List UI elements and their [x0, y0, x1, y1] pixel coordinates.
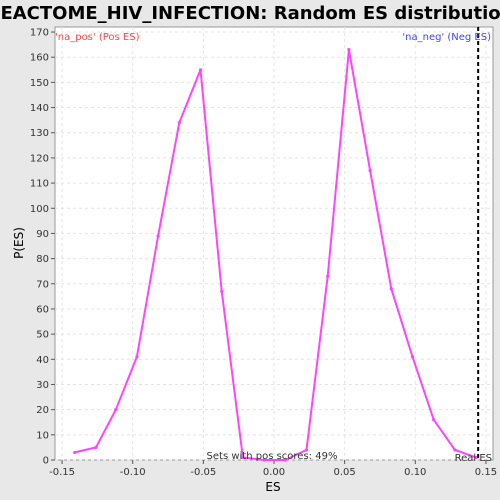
data-point	[474, 455, 478, 460]
y-tick-label: 110	[30, 179, 49, 190]
data-point	[283, 458, 287, 462]
y-axis-label: P(ES)	[12, 227, 26, 259]
x-tick-label: 0.15	[475, 467, 497, 478]
series-layer	[73, 48, 478, 462]
x-axis-label: ES	[265, 480, 280, 494]
legend-pos: 'na_pos' (Pos ES)	[55, 32, 140, 43]
y-tick-label: 40	[36, 355, 49, 366]
data-point	[347, 48, 351, 52]
y-tick-label: 130	[30, 128, 49, 139]
y-tick-label: 140	[30, 103, 49, 114]
x-tick-label: -0.15	[49, 467, 75, 478]
legend-neg: 'na_neg' (Neg ES)	[402, 32, 491, 43]
data-point	[432, 418, 436, 422]
data-point	[453, 448, 457, 452]
x-tick-label: -0.10	[120, 467, 146, 478]
data-point	[326, 274, 330, 278]
es-distribution-line	[74, 48, 477, 461]
x-tick-label: 0.10	[404, 467, 426, 478]
y-axis: 0 10 20 30 40 50 60 70 80 90 100 110 120 130 140 150 160…	[30, 28, 55, 467]
data-point	[177, 121, 181, 125]
y-tick-label: 70	[36, 279, 49, 290]
data-point	[304, 448, 309, 452]
data-point	[114, 408, 118, 412]
data-point	[156, 234, 160, 238]
data-point	[368, 168, 372, 173]
real-es-label: Real ES	[455, 453, 492, 464]
y-tick-label: 20	[36, 405, 49, 416]
x-tick-label: 0.05	[334, 467, 356, 478]
y-tick-label: 60	[36, 304, 49, 315]
y-tick-label: 90	[36, 229, 49, 240]
data-point	[410, 355, 415, 359]
data-point	[262, 458, 266, 462]
y-tick-label: 50	[36, 330, 49, 341]
pos-scores-note: Sets with pos scores: 49%	[207, 451, 338, 462]
x-axis: -0.15 -0.10 -0.05 0.00 0.05 0.10 0.15	[49, 460, 497, 478]
y-tick-label: 10	[36, 430, 49, 441]
data-point	[135, 355, 139, 359]
grid	[55, 27, 493, 461]
chart-title: REACTOME_HIV_INFECTION: Random ES distri…	[0, 3, 500, 24]
y-tick-label: 160	[30, 53, 49, 64]
y-tick-label: 30	[36, 380, 49, 391]
y-tick-label: 100	[30, 204, 49, 215]
x-tick-label: 0.00	[263, 467, 285, 478]
data-point	[241, 455, 245, 460]
data-point	[198, 68, 203, 72]
data-point	[220, 289, 224, 293]
data-point	[389, 287, 393, 291]
y-tick-label: 170	[30, 28, 49, 39]
data-point	[73, 450, 77, 455]
y-tick-label: 120	[30, 153, 49, 164]
x-tick-label: -0.05	[190, 467, 216, 478]
y-tick-label: 80	[36, 254, 49, 265]
y-tick-label: 0	[43, 456, 49, 467]
data-point	[94, 445, 98, 450]
y-tick-label: 150	[30, 78, 49, 89]
